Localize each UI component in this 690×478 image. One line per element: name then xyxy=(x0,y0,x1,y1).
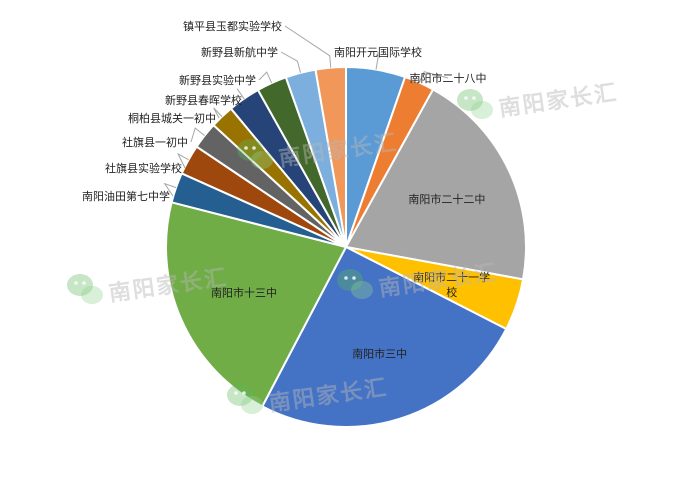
wechat-icon xyxy=(457,89,493,119)
leader-line-9 xyxy=(190,127,205,143)
leader-line-1 xyxy=(375,52,379,70)
pie-slice-6 xyxy=(165,201,348,408)
slice-label-4: 南阳市二十一学校 xyxy=(413,270,490,299)
wechat-icon xyxy=(337,269,373,299)
slice-label-5: 南阳市三中 xyxy=(352,346,407,360)
pie-slices xyxy=(165,65,527,428)
slice-label-14: 镇平县玉都实验学校 xyxy=(183,19,282,33)
slice-label-13: 新野县新航中学 xyxy=(201,45,278,59)
leader-line-8 xyxy=(176,152,189,169)
slice-label-9: 社旗县一初中 xyxy=(122,135,188,149)
slice-label-8: 社旗县实验学校 xyxy=(105,161,182,175)
wechat-icon xyxy=(67,274,103,304)
leader-line-13 xyxy=(280,51,301,73)
leader-line-11 xyxy=(236,88,246,101)
leader-lines xyxy=(163,25,449,197)
slice-label-3: 南阳市二十二中 xyxy=(408,192,485,206)
leader-line-12 xyxy=(258,71,273,84)
wechat-icon xyxy=(237,139,273,169)
leader-line-14 xyxy=(284,25,332,68)
slice-label-12: 新野县实验中学 xyxy=(179,73,256,87)
wechat-icon xyxy=(227,384,263,414)
watermark-text: 南阳家长汇 xyxy=(497,79,619,121)
leader-line-2 xyxy=(418,71,449,83)
leader-line-10 xyxy=(213,107,223,119)
slice-label-11: 新野县春晖学校 xyxy=(165,93,242,107)
pie-slice-3 xyxy=(344,88,527,281)
slice-label-10: 桐柏县城关一初中 xyxy=(128,111,216,125)
slice-label-2: 南阳市二十八中 xyxy=(410,71,487,85)
slice-label-1: 南阳开元国际学校 xyxy=(334,45,422,59)
leader-line-7 xyxy=(163,182,177,197)
slice-label-7: 南阳油田第七中学 xyxy=(82,189,170,203)
slice-label-6: 南阳市十三中 xyxy=(211,285,277,299)
